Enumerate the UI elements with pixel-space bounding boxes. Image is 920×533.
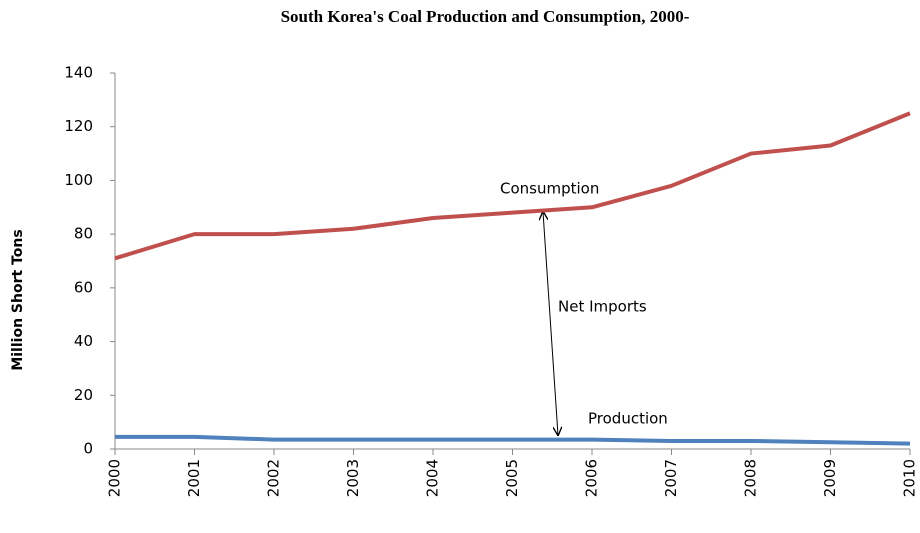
x-tick-label: 2002 — [265, 459, 283, 497]
x-tick-label: 2009 — [821, 459, 839, 497]
x-tick-label: 2003 — [344, 459, 362, 497]
y-tick-label: 60 — [74, 278, 93, 296]
x-tick-label: 2005 — [503, 459, 521, 497]
x-tick-label: 2006 — [583, 459, 601, 497]
y-tick-label: 100 — [64, 171, 93, 189]
annotation: Net Imports — [558, 298, 647, 316]
x-tick-label: 2000 — [106, 459, 124, 497]
y-tick-label: 140 — [64, 64, 93, 82]
y-tick-label: 120 — [64, 117, 93, 135]
x-tick-label: 2008 — [742, 459, 760, 497]
x-tick-label: 2001 — [185, 459, 203, 497]
y-tick-label: 40 — [74, 332, 93, 350]
y-tick-label: 80 — [74, 225, 93, 243]
chart-title: South Korea's Coal Production and Consum… — [281, 7, 690, 26]
series-line — [114, 111, 911, 261]
x-tick-label: 2007 — [662, 459, 680, 497]
series-label: Consumption — [500, 180, 599, 198]
y-tick-label: 20 — [74, 386, 93, 404]
y-tick-label: 0 — [83, 440, 93, 458]
series-label: Production — [588, 410, 668, 428]
series-line — [115, 434, 911, 446]
net-imports-arrow — [543, 212, 558, 435]
x-tick-label: 2004 — [424, 459, 442, 497]
x-tick-label: 2010 — [901, 459, 919, 497]
y-axis-label: Million Short Tons — [10, 229, 26, 370]
